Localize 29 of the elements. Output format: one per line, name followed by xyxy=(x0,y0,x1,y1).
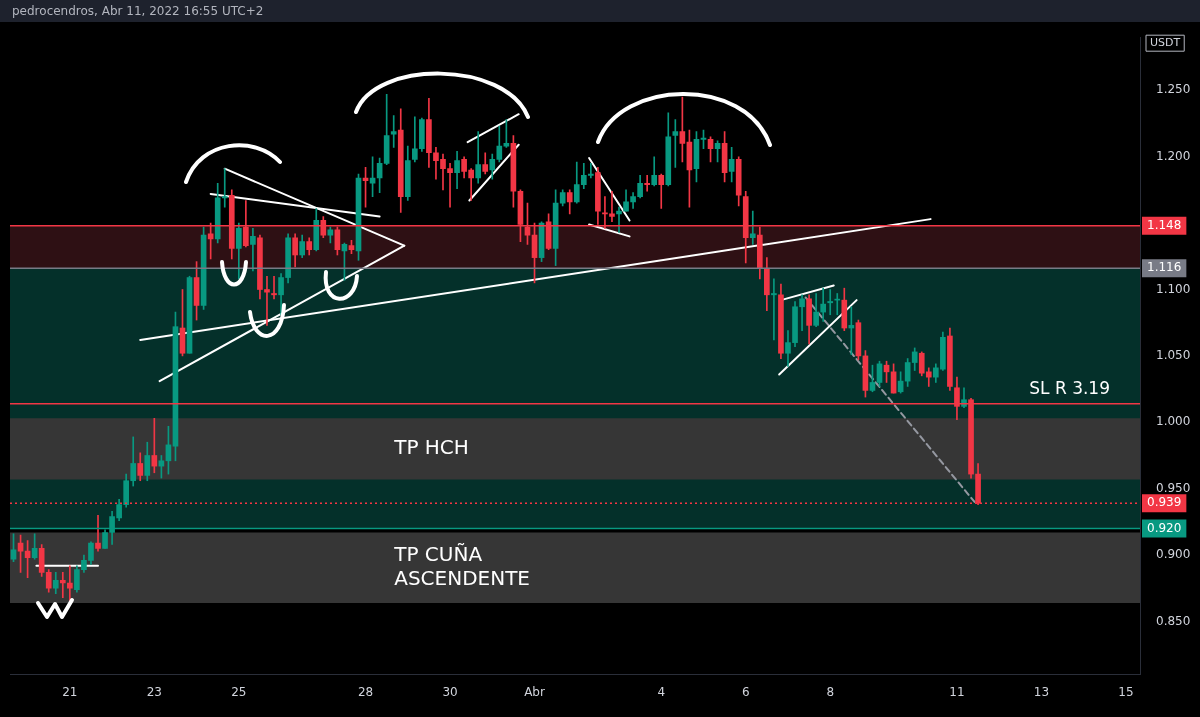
y-tick-label: 0.950 xyxy=(1156,480,1191,495)
y-tick-label: 1.000 xyxy=(1156,414,1191,429)
x-tick-label: 11 xyxy=(949,684,965,699)
x-tick-label: 25 xyxy=(231,684,247,699)
ref-line-label: 1.116 xyxy=(1147,260,1182,275)
x-tick-label: 8 xyxy=(826,684,835,699)
x-tick-label: 13 xyxy=(1033,684,1050,699)
y-tick-label: 1.200 xyxy=(1156,148,1191,163)
y-tick-label: 0.850 xyxy=(1156,613,1191,628)
chart-title: pedrocendros, Abr 11, 2022 16:55 UTC+2 xyxy=(11,3,265,20)
x-tick-label: 23 xyxy=(146,684,162,699)
x-tick-label: 4 xyxy=(657,684,666,699)
x-tick-label: Abr xyxy=(524,684,545,699)
ref-line-label: 0.939 xyxy=(1147,495,1182,510)
ref-line-label: SL R 3.19 xyxy=(1029,377,1110,398)
x-tick-label: 28 xyxy=(357,684,374,699)
ref-line-label: 1.148 xyxy=(1147,217,1182,232)
x-tick-label: 30 xyxy=(442,684,458,699)
y-tick-label: 0.900 xyxy=(1156,547,1191,562)
y-tick-label: 1.100 xyxy=(1156,281,1191,296)
y-tick-label: 1.250 xyxy=(1156,82,1191,97)
y-tick-label: 1.050 xyxy=(1156,348,1191,363)
x-tick-label: 15 xyxy=(1118,684,1134,699)
x-tick-label: 6 xyxy=(741,684,750,699)
x-tick-label: 21 xyxy=(62,684,78,699)
band-label: TP HCH xyxy=(393,435,469,460)
ref-line-label: 0.920 xyxy=(1147,520,1182,535)
band-label: TP CUÑA ASCENDENTE xyxy=(393,541,530,590)
y-axis-title: USDT xyxy=(1150,36,1181,50)
